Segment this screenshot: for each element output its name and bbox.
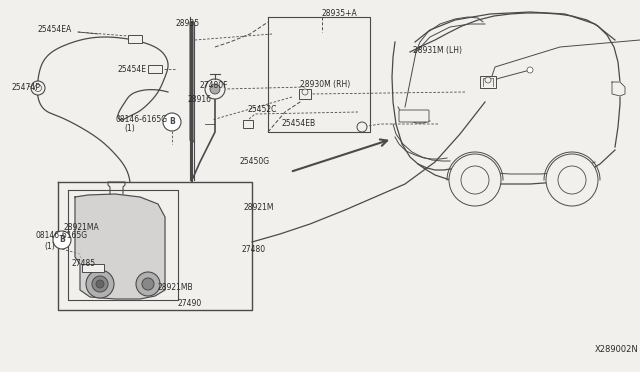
Circle shape [527,67,533,73]
Circle shape [302,89,308,95]
Circle shape [163,113,181,131]
Bar [148,65,162,73]
Text: (1): (1) [44,241,55,250]
Text: 27480: 27480 [242,246,266,254]
Circle shape [53,231,71,249]
Circle shape [449,154,501,206]
Text: 27480F: 27480F [200,81,228,90]
Text: 25452C: 25452C [248,106,277,115]
Text: B: B [169,118,175,126]
Text: 08146-6165G: 08146-6165G [36,231,88,241]
Circle shape [35,84,42,92]
Circle shape [357,122,367,132]
Circle shape [461,166,489,194]
Text: X289002N: X289002N [595,346,639,355]
Text: (1): (1) [124,125,135,134]
Circle shape [86,270,114,298]
Text: 25454E: 25454E [118,65,147,74]
Bar [82,264,104,272]
Text: 25450G: 25450G [240,157,270,167]
Text: 28921M: 28921M [244,202,275,212]
Text: 08146-6165G: 08146-6165G [116,115,168,124]
Text: 28935: 28935 [175,19,199,29]
Bar [480,76,496,88]
Text: 25454EB: 25454EB [282,119,316,128]
Circle shape [558,166,586,194]
Bar [299,89,311,99]
Text: 28931M (LH): 28931M (LH) [413,45,462,55]
Circle shape [546,154,598,206]
Circle shape [136,272,160,296]
Bar [128,35,142,43]
Text: 28916: 28916 [188,96,212,105]
Circle shape [485,77,491,83]
Polygon shape [612,82,625,96]
Text: 28921MA: 28921MA [63,222,99,231]
Text: 25474P: 25474P [12,83,41,92]
Circle shape [142,278,154,290]
Text: 27490: 27490 [178,299,202,308]
Circle shape [31,81,45,95]
Text: 28921MB: 28921MB [158,282,194,292]
Text: B: B [59,235,65,244]
Text: 28935+A: 28935+A [322,10,358,19]
Bar [243,120,253,128]
Text: 27485: 27485 [72,260,96,269]
Circle shape [92,276,108,292]
Text: 25454EA: 25454EA [38,26,72,35]
Circle shape [210,84,220,94]
Circle shape [205,79,225,99]
Polygon shape [75,194,165,299]
Circle shape [96,280,104,288]
Text: 28930M (RH): 28930M (RH) [300,80,350,89]
FancyBboxPatch shape [399,110,429,122]
